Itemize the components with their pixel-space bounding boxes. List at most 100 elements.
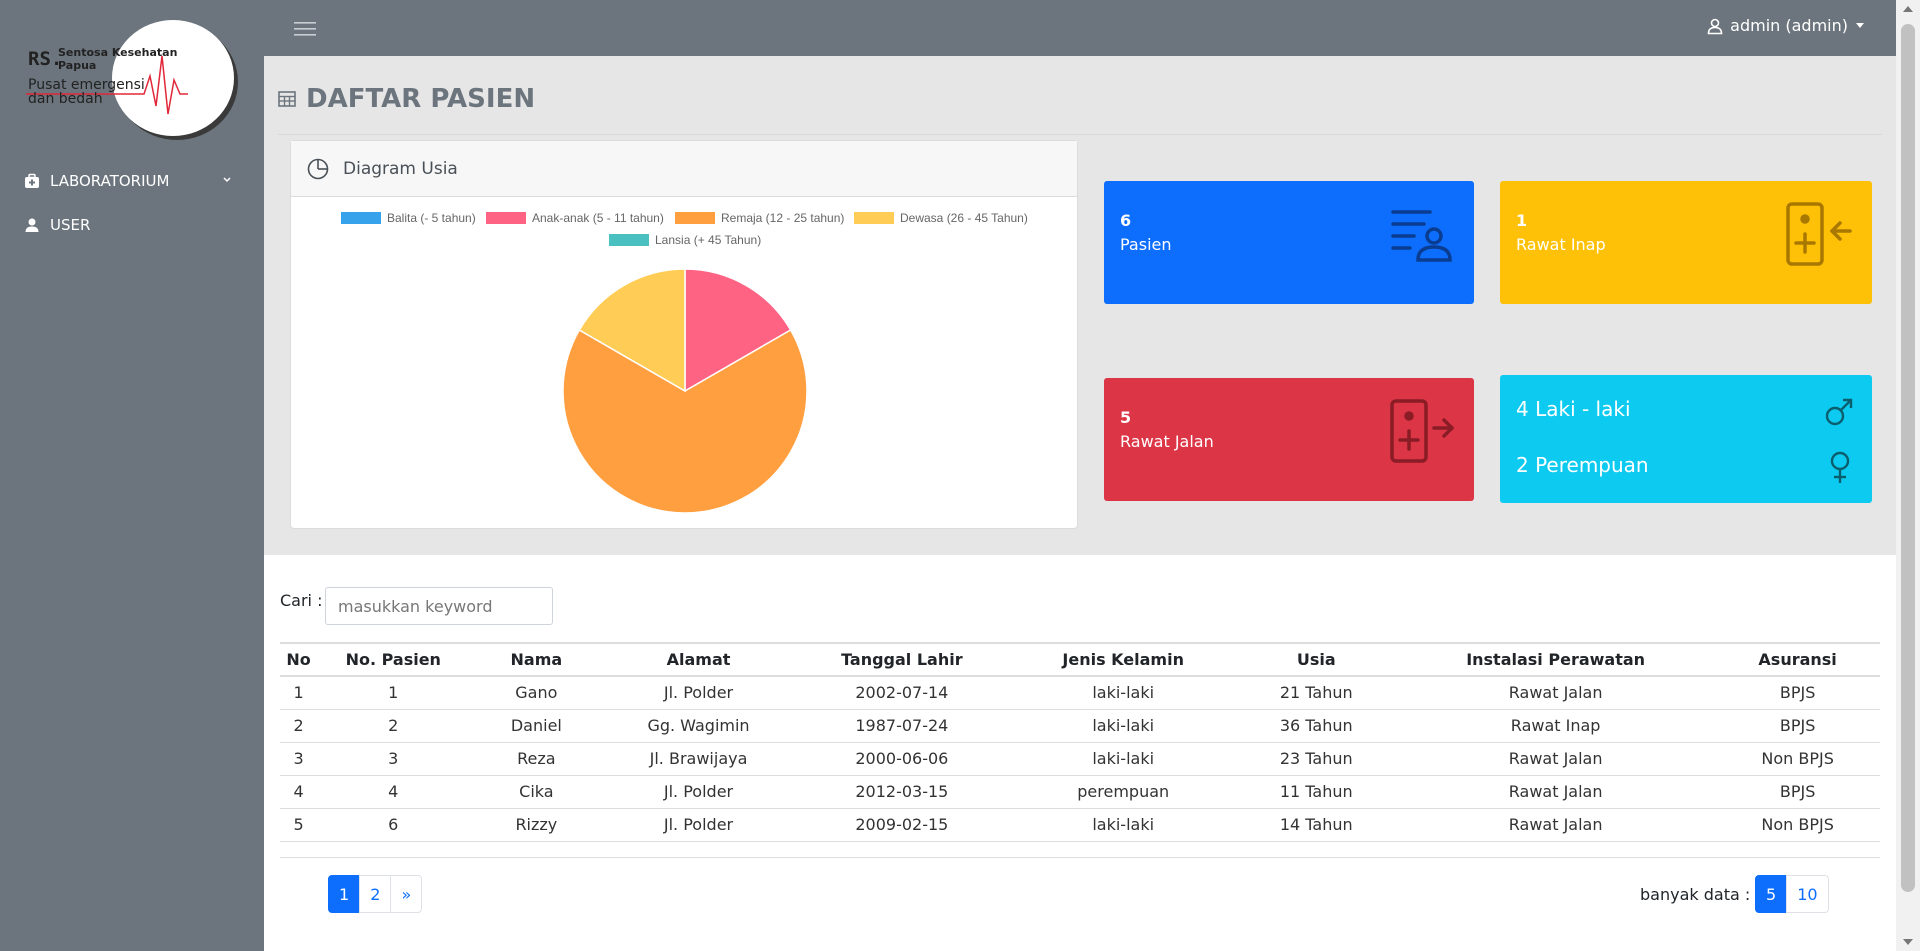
pie-slice-dewasa[interactable] — [578, 268, 686, 393]
chart-card-title: Diagram Usia — [343, 158, 458, 179]
cell-alamat: Jl. Polder — [603, 808, 794, 842]
pie-slice-remaja[interactable] — [562, 328, 808, 514]
legend-item-lansia[interactable]: Lansia (+ 45 Tahun) — [609, 233, 761, 247]
hamburger-menu-icon[interactable] — [294, 20, 316, 38]
search-label: Cari : — [280, 591, 323, 610]
cell-instalasi: Rawat Jalan — [1396, 808, 1716, 842]
page-button-1[interactable]: 1 — [328, 875, 361, 913]
stat-card-rawat-jalan[interactable]: 5 Rawat Jalan — [1104, 378, 1474, 501]
table-icon — [278, 91, 296, 107]
chevron-down-icon — [223, 177, 231, 183]
cell-tanggal-lahir: 1987-07-24 — [793, 709, 1010, 743]
table-row[interactable]: 5 6 Rizzy Jl. Polder 2009-02-15 laki-laki 14 T… — [280, 808, 1880, 842]
dashboard-summary: DAFTAR PASIEN Diagram Usia Balita (- 5 t… — [264, 56, 1896, 555]
sidebar-item-label: USER — [50, 216, 91, 234]
male-symbol-icon — [1825, 398, 1853, 426]
stat-card-rawat-inap[interactable]: 1 Rawat Inap — [1500, 181, 1872, 304]
stat-card-gender[interactable]: 4 Laki - laki 2 Perempuan — [1500, 375, 1872, 503]
user-icon — [25, 218, 39, 232]
col-header-alamat[interactable]: Alamat — [603, 642, 794, 677]
cell-nama: Rizzy — [469, 808, 604, 842]
stat-card-pasien[interactable]: 6 Pasien — [1104, 181, 1474, 304]
rawat-jalan-label: Rawat Jalan — [1120, 432, 1214, 451]
cell-instalasi: Rawat Jalan — [1396, 742, 1716, 776]
table-row[interactable]: 3 3 Reza Jl. Brawijaya 2000-06-06 laki-laki 23… — [280, 742, 1880, 776]
pie-slice-anak-anak[interactable] — [684, 268, 792, 393]
legend-label: Anak-anak (5 - 11 tahun) — [532, 211, 664, 225]
logo-rs-text: RS. — [28, 48, 63, 70]
rawat-inap-count: 1 — [1516, 211, 1528, 230]
table-row[interactable]: 1 1 Gano Jl. Polder 2002-07-14 laki-laki 21 Ta… — [280, 676, 1880, 710]
cell-tanggal-lahir: 2009-02-15 — [793, 808, 1010, 842]
cell-no: 4 — [280, 775, 318, 809]
col-header-instalasi[interactable]: Instalasi Perawatan — [1396, 642, 1716, 677]
cell-nama: Cika — [469, 775, 604, 809]
col-header-asuransi[interactable]: Asuransi — [1715, 642, 1880, 677]
legend-label: Balita (- 5 tahun) — [387, 211, 476, 225]
male-count: 4 Laki - laki — [1516, 397, 1631, 421]
heartbeat-line-icon — [26, 55, 188, 115]
cell-no-pasien: 2 — [317, 709, 470, 743]
age-pie-chart — [562, 268, 808, 514]
page-next-button[interactable]: » — [390, 875, 423, 913]
table-row[interactable]: 2 2 Daniel Gg. Wagimin 1987-07-24 laki-laki 36… — [280, 709, 1880, 743]
sidebar-item-user[interactable]: USER — [24, 211, 244, 239]
legend-swatch — [609, 234, 649, 246]
user-menu[interactable]: admin (admin) — [1706, 16, 1864, 35]
col-header-no[interactable]: No — [280, 642, 318, 677]
page-button-2[interactable]: 2 — [359, 875, 392, 913]
hospital-door-out-icon — [1390, 399, 1454, 463]
col-header-no-pasien[interactable]: No. Pasien — [317, 642, 470, 677]
col-header-nama[interactable]: Nama — [469, 642, 604, 677]
legend-label: Dewasa (26 - 45 Tahun) — [900, 211, 1028, 225]
per-page-selector: 5 10 — [1755, 875, 1829, 913]
cell-alamat: Jl. Polder — [603, 676, 794, 710]
pasien-count: 6 — [1120, 211, 1132, 230]
legend-label: Remaja (12 - 25 tahun) — [721, 211, 845, 225]
scroll-down-arrow-icon[interactable] — [1903, 939, 1913, 945]
cell-no-pasien: 1 — [317, 676, 470, 710]
cell-nama: Daniel — [469, 709, 604, 743]
cell-instalasi: Rawat Jalan — [1396, 775, 1716, 809]
scrollbar-thumb[interactable] — [1901, 24, 1915, 892]
hospital-logo[interactable]: RS. Sentosa Kesehatan Papua Pusat emerge… — [26, 18, 240, 136]
table-row[interactable]: 4 4 Cika Jl. Polder 2012-03-15 perempuan 11 Ta… — [280, 775, 1880, 809]
female-symbol-icon — [1830, 451, 1850, 483]
per-page-option-5[interactable]: 5 — [1755, 875, 1788, 913]
page-title-text: DAFTAR PASIEN — [306, 84, 536, 114]
cell-alamat: Jl. Polder — [603, 775, 794, 809]
main-content: DAFTAR PASIEN Diagram Usia Balita (- 5 t… — [264, 56, 1896, 951]
cell-tanggal-lahir: 2000-06-06 — [793, 742, 1010, 776]
cell-jenis-kelamin: laki-laki — [1009, 676, 1237, 710]
per-page-option-10[interactable]: 10 — [1786, 875, 1829, 913]
legend-swatch — [675, 212, 715, 224]
cell-jenis-kelamin: laki-laki — [1009, 808, 1237, 842]
search-input[interactable] — [325, 587, 553, 625]
col-header-tanggal-lahir[interactable]: Tanggal Lahir — [793, 642, 1010, 677]
scroll-up-arrow-icon[interactable] — [1903, 6, 1913, 12]
legend-item-remaja[interactable]: Remaja (12 - 25 tahun) — [675, 211, 844, 225]
col-header-jenis-kelamin[interactable]: Jenis Kelamin — [1009, 642, 1237, 677]
rawat-jalan-count: 5 — [1120, 408, 1132, 427]
hospital-door-in-icon — [1786, 202, 1852, 266]
cell-no: 2 — [280, 709, 318, 743]
medkit-icon — [25, 173, 39, 188]
cell-usia: 36 Tahun — [1236, 709, 1397, 743]
col-header-usia[interactable]: Usia — [1236, 642, 1397, 677]
patient-table: No No. Pasien Nama Alamat Tanggal Lahir … — [280, 642, 1880, 842]
cell-instalasi: Rawat Jalan — [1396, 676, 1716, 710]
legend-item-balita[interactable]: Balita (- 5 tahun) — [341, 211, 476, 225]
topbar: admin (admin) — [264, 0, 1896, 56]
legend-item-anak[interactable]: Anak-anak (5 - 11 tahun) — [486, 211, 664, 225]
legend-item-dewasa[interactable]: Dewasa (26 - 45 Tahun) — [854, 211, 1028, 225]
cell-alamat: Jl. Brawijaya — [603, 742, 794, 776]
cell-usia: 23 Tahun — [1236, 742, 1397, 776]
sidebar-item-laboratorium[interactable]: LABORATORIUM — [24, 167, 244, 195]
cell-asuransi: BPJS — [1715, 775, 1880, 809]
table-bottom-divider — [280, 857, 1880, 858]
legend-swatch — [341, 212, 381, 224]
cell-nama: Gano — [469, 676, 604, 710]
cell-no-pasien: 4 — [317, 775, 470, 809]
page-scrollbar[interactable] — [1896, 0, 1920, 951]
cell-asuransi: Non BPJS — [1715, 742, 1880, 776]
